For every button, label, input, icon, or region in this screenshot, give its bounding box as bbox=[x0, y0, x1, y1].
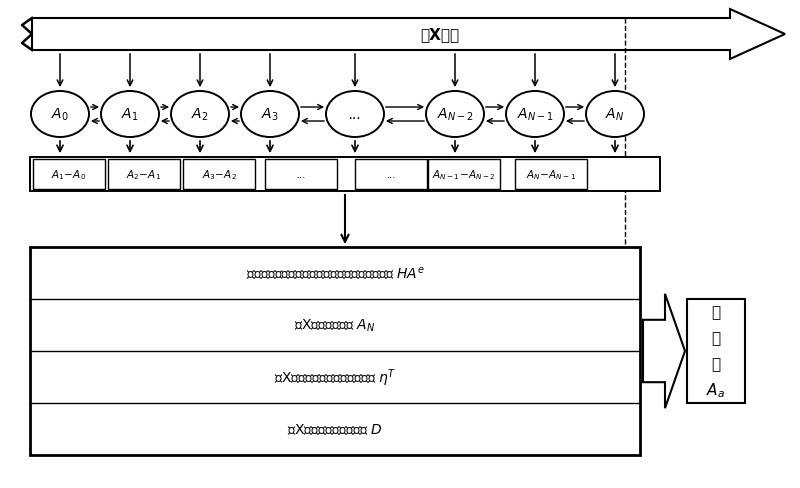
Text: $A_2$: $A_2$ bbox=[191, 106, 209, 123]
Ellipse shape bbox=[506, 92, 564, 138]
Text: $A_2\!-\!A_1$: $A_2\!-\!A_1$ bbox=[126, 168, 162, 182]
Text: ...: ... bbox=[386, 170, 396, 180]
Ellipse shape bbox=[586, 92, 644, 138]
Text: $A_0$: $A_0$ bbox=[51, 106, 69, 123]
Bar bbox=[515, 160, 587, 190]
Bar bbox=[183, 160, 255, 190]
Text: 第X时刻: 第X时刻 bbox=[421, 27, 459, 42]
Text: 析: 析 bbox=[711, 331, 721, 346]
Polygon shape bbox=[643, 294, 685, 408]
Bar bbox=[30, 247, 640, 455]
Text: $A_{N-1}$: $A_{N-1}$ bbox=[517, 106, 554, 123]
Ellipse shape bbox=[426, 92, 484, 138]
Ellipse shape bbox=[241, 92, 299, 138]
Bar bbox=[30, 158, 660, 192]
Text: ...: ... bbox=[349, 108, 362, 122]
Text: 第X时刻的背景场 $A_N$: 第X时刻的背景场 $A_N$ bbox=[294, 317, 376, 333]
Bar bbox=[687, 299, 745, 403]
Bar bbox=[108, 160, 180, 190]
Text: $A_3\!-\!A_2$: $A_3\!-\!A_2$ bbox=[202, 168, 237, 182]
Text: 第X时刻的海流观测矩阵 $D$: 第X时刻的海流观测矩阵 $D$ bbox=[287, 422, 383, 436]
Bar bbox=[33, 160, 105, 190]
Text: $A_N\!-\!A_{N-1}$: $A_N\!-\!A_{N-1}$ bbox=[526, 168, 576, 182]
Ellipse shape bbox=[31, 92, 89, 138]
Text: $A_{N-1}\!-\!A_{N-2}$: $A_{N-1}\!-\!A_{N-2}$ bbox=[432, 168, 496, 182]
Text: $A_3$: $A_3$ bbox=[261, 106, 279, 123]
Text: $A_{N-2}$: $A_{N-2}$ bbox=[437, 106, 474, 123]
Bar bbox=[428, 160, 500, 190]
Ellipse shape bbox=[326, 92, 384, 138]
Text: ...: ... bbox=[296, 170, 306, 180]
Text: $A_1\!-\!A_0$: $A_1\!-\!A_0$ bbox=[51, 168, 86, 182]
Text: 分: 分 bbox=[711, 305, 721, 320]
Text: 通过相邻背景场的差値计算背景误差协方差矩阵 $HA^e$: 通过相邻背景场的差値计算背景误差协方差矩阵 $HA^e$ bbox=[246, 265, 425, 282]
Ellipse shape bbox=[101, 92, 159, 138]
Polygon shape bbox=[32, 10, 785, 60]
Text: 第X时刻的观测误差协方差矩阵 $\eta^T$: 第X时刻的观测误差协方差矩阵 $\eta^T$ bbox=[274, 366, 396, 388]
Text: 场: 场 bbox=[711, 357, 721, 372]
Text: $A_N$: $A_N$ bbox=[606, 106, 625, 123]
Text: $A_a$: $A_a$ bbox=[706, 381, 726, 400]
Text: $A_1$: $A_1$ bbox=[122, 106, 138, 123]
Bar bbox=[355, 160, 427, 190]
Bar bbox=[265, 160, 337, 190]
Ellipse shape bbox=[171, 92, 229, 138]
